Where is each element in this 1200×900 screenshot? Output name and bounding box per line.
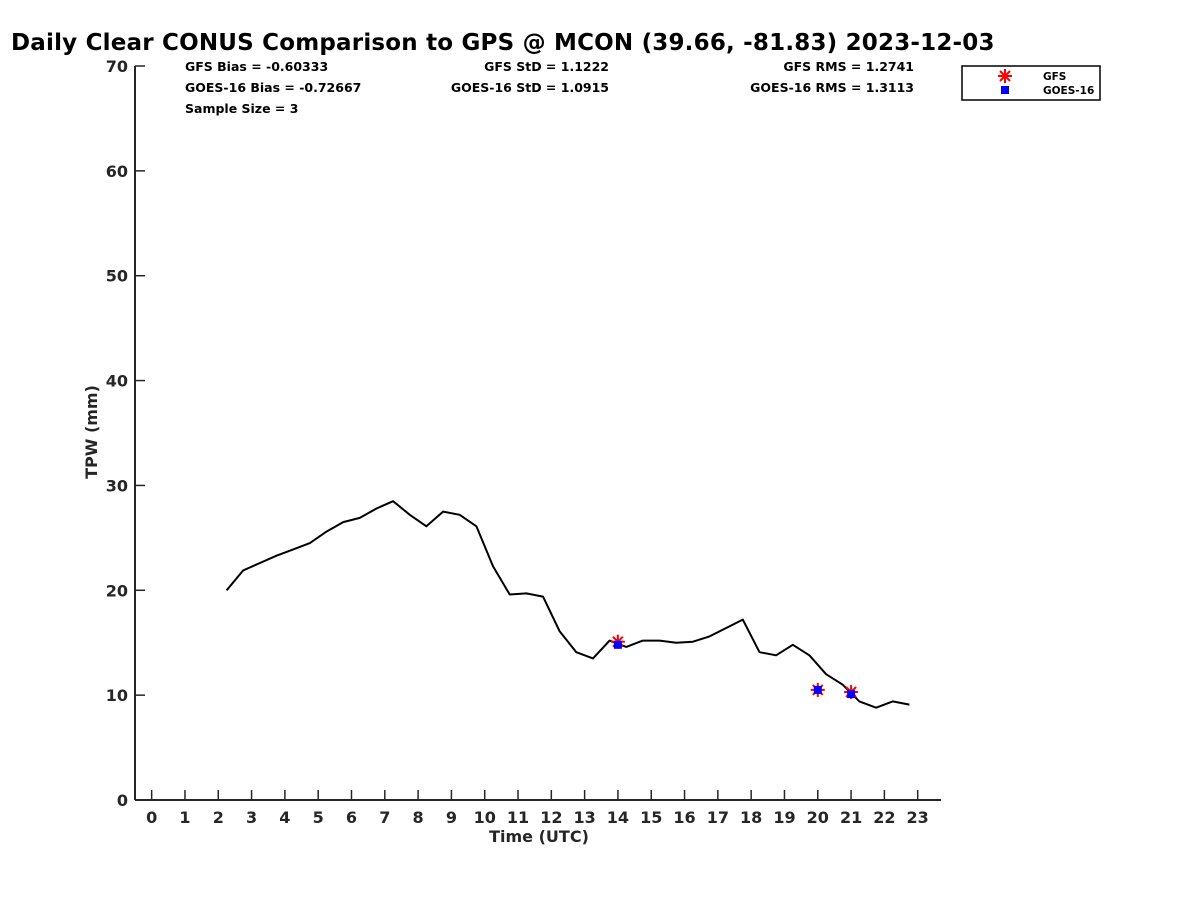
gps-series-line	[225, 500, 910, 709]
legend: GFS GOES-16	[961, 65, 1101, 101]
legend-goes-label: GOES-16	[1043, 85, 1094, 97]
legend-goes-marker	[1001, 86, 1009, 94]
stat-goes-std: GOES-16 StD = 1.0915	[451, 80, 609, 95]
x-tick-label: 12	[540, 808, 562, 827]
legend-gfs-marker	[998, 69, 1012, 83]
x-tick-label: 16	[673, 808, 695, 827]
y-axis-title: TPW (mm)	[82, 385, 101, 479]
x-tick-label: 18	[740, 808, 762, 827]
x-tick-label: 10	[474, 808, 496, 827]
axes	[134, 66, 941, 801]
legend-gfs-label: GFS	[1043, 71, 1066, 83]
chart-title: Daily Clear CONUS Comparison to GPS @ MC…	[11, 30, 995, 56]
goes-point	[613, 640, 622, 649]
x-tick-label: 3	[246, 808, 257, 827]
x-tick-label: 13	[573, 808, 595, 827]
y-tick-label: 30	[106, 476, 128, 495]
y-tick-label: 40	[106, 372, 128, 391]
y-tick-label: 10	[106, 686, 128, 705]
x-axis-title: Time (UTC)	[489, 827, 589, 846]
x-tick-label: 23	[907, 808, 929, 827]
x-tick-label: 17	[707, 808, 729, 827]
x-tick-label: 8	[413, 808, 424, 827]
x-tick-label: 9	[446, 808, 457, 827]
x-tick-label: 15	[640, 808, 662, 827]
x-tick-label: 2	[213, 808, 224, 827]
x-tick-label: 0	[146, 808, 157, 827]
x-tick-label: 11	[507, 808, 529, 827]
x-tick-label: 7	[379, 808, 390, 827]
x-tick-label: 5	[313, 808, 324, 827]
x-tick-label: 21	[840, 808, 862, 827]
stat-goes-rms: GOES-16 RMS = 1.3113	[750, 80, 914, 95]
x-tick-label: 20	[807, 808, 829, 827]
ticks: 0 1 2 3 4 5 6 7 8 9 10 11 12 13 14 15 16 17 18 19 20 21 22 2301…	[106, 57, 929, 827]
goes-point	[847, 690, 856, 699]
y-tick-label: 20	[106, 581, 128, 600]
y-tick-label: 0	[117, 791, 128, 810]
stat-gfs-rms: GFS RMS = 1.2741	[783, 59, 914, 74]
stat-gfs-bias: GFS Bias = -0.60333	[185, 59, 328, 74]
legend-box	[961, 65, 1101, 101]
y-tick-label: 70	[106, 57, 128, 76]
x-tick-label: 14	[607, 808, 629, 827]
stat-goes-bias: GOES-16 Bias = -0.72667	[185, 80, 361, 95]
x-tick-label: 6	[346, 808, 357, 827]
plot-marks	[225, 500, 910, 709]
stat-gfs-std: GFS StD = 1.1222	[484, 59, 609, 74]
x-tick-label: 4	[279, 808, 290, 827]
y-tick-label: 50	[106, 267, 128, 286]
x-tick-label: 1	[179, 808, 190, 827]
x-tick-label: 22	[873, 808, 895, 827]
stat-sample-size: Sample Size = 3	[185, 101, 298, 116]
y-tick-label: 60	[106, 162, 128, 181]
goes-point	[813, 685, 822, 694]
x-tick-label: 19	[773, 808, 795, 827]
